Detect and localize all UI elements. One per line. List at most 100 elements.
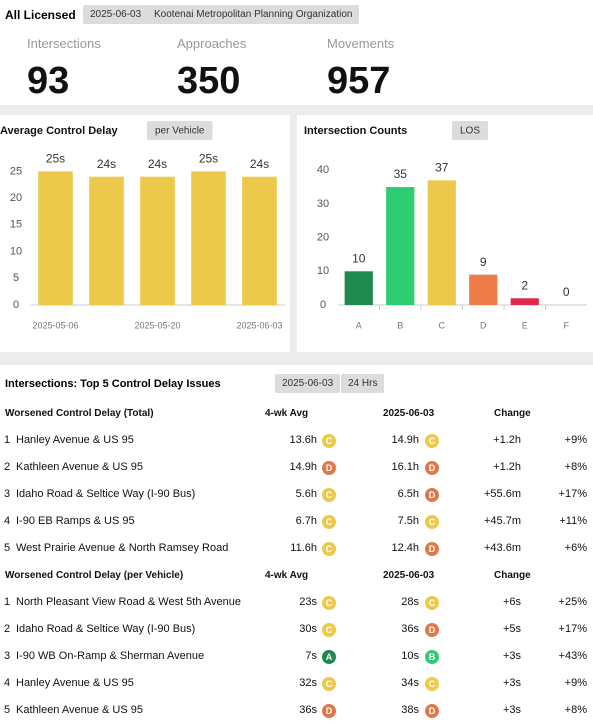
los-badge: D [425,461,439,475]
change-percent: +9% [564,434,587,446]
column-header: 2025-06-03 [383,408,435,419]
current-delay: 14.9h [391,434,419,446]
value-label: 25s [199,152,218,166]
rank: 5 [4,704,11,716]
value-label: 24s [250,157,269,171]
x-tick-label: C [439,320,446,330]
badge[interactable] [147,121,213,140]
stat-label: Movements [327,36,395,51]
y-tick-label: 20 [10,192,22,204]
current-delay: 10s [401,650,419,662]
avg-delay: 6.7h [295,515,317,527]
rank: 3 [4,488,11,500]
change-percent: +11% [559,515,587,527]
change-percent: +17% [558,488,587,500]
los-badge: C [425,434,439,448]
current-delay: 12.4h [391,542,419,554]
chart-panel: Intersection Counts LOS 0 10 20 30 40 A 10 B 35 C 37… [297,115,593,352]
current-delay: 16.1h [391,461,419,473]
los-badge: C [425,596,439,610]
rank: 2 [4,623,11,635]
bar [89,176,124,305]
avg-delay: 5.6h [295,488,317,500]
change-percent: +43% [558,650,587,662]
x-tick-label: D [480,320,487,330]
column-header: Change [494,570,531,581]
x-tick-label: 2025-06-03 [236,320,282,330]
value-label: 2 [521,278,528,292]
los-badge: C [425,515,439,529]
chart-panel: Average Control Delay per Vehicle 0 5 10 15 20… [0,115,290,352]
intersection-name: I-90 EB Ramps & US 95 [16,515,135,527]
avg-delay: 23s [299,596,317,608]
los-badge: D [425,623,439,637]
los-badge: C [322,542,336,556]
current-delay: 28s [401,596,419,608]
change-percent: +6% [564,542,587,554]
change: +55.6m [484,488,521,500]
bar [191,171,226,305]
change-percent: +25% [558,596,587,608]
stat-value: 957 [327,60,391,102]
rank: 1 [4,434,11,446]
intersection-name: West Prairie Avenue & North Ramsey Road [16,542,229,554]
value-label: 24s [97,157,116,171]
change-percent: +17% [558,623,587,635]
rank: 4 [4,515,11,527]
los-badge: D [425,488,439,502]
change: +3s [502,677,521,689]
y-tick-label: 40 [317,164,329,176]
chart-title: Average Control Delay [0,125,118,137]
column-header: Change [494,408,531,419]
x-tick-label: F [564,320,570,330]
intersection-name: Idaho Road & Seltice Way (I-90 Bus) [16,623,196,635]
org-badge[interactable]: Kootenai Metropolitan Planning Organizat… [147,5,360,24]
bar [38,171,73,305]
los-badge: C [425,677,439,691]
rank: 4 [4,677,11,689]
x-tick-label: A [356,320,362,330]
column-header: 4-wk Avg [265,408,309,419]
intersection-name: I-90 WB On-Ramp & Sherman Avenue [16,650,205,662]
page-title: All Licensed [5,8,76,22]
window-badge[interactable]: 24 Hrs [341,374,385,393]
chart-title: Intersection Counts [304,125,407,137]
los-badge: C [322,596,336,610]
y-tick-label: 15 [10,219,22,231]
value-label: 24s [148,157,167,171]
los-badge: C [322,434,336,448]
change-percent: +9% [564,677,587,689]
intersection-name: Hanley Avenue & US 95 [16,677,134,689]
los-badge: C [322,677,336,691]
rank: 1 [4,596,11,608]
los-badge: A [322,650,336,664]
y-tick-label: 25 [10,165,22,177]
value-label: 37 [435,160,449,174]
section-title: Worsened Control Delay (Total) [5,408,154,419]
change: +5s [502,623,521,635]
stat-label: Intersections [27,36,101,51]
date-badge[interactable]: 2025-06-03 [275,374,341,393]
los-badge: B [425,650,439,664]
avg-delay: 32s [299,677,317,689]
bar [427,180,456,305]
avg-delay: 11.6h [290,542,317,554]
value-label: 9 [480,255,487,269]
los-badge: D [322,704,336,718]
badge-label: per Vehicle [155,126,205,137]
los-badge: D [425,704,439,718]
change: +3s [502,704,521,716]
los-badge: C [322,515,336,529]
date-badge[interactable]: 2025-06-03 [83,5,149,24]
chart: Average Control Delay per Vehicle 0 5 10 15 20… [0,121,285,330]
y-tick-label: 10 [317,265,329,277]
badge[interactable] [452,121,489,140]
change: +43.6m [484,542,521,554]
bar [510,298,539,305]
stat-label: Approaches [177,36,247,51]
chart: Intersection Counts LOS010203040A10B35C37… [304,121,587,330]
current-delay: 7.5h [397,515,419,527]
los-badge: D [322,461,336,475]
current-delay: 36s [401,623,419,635]
